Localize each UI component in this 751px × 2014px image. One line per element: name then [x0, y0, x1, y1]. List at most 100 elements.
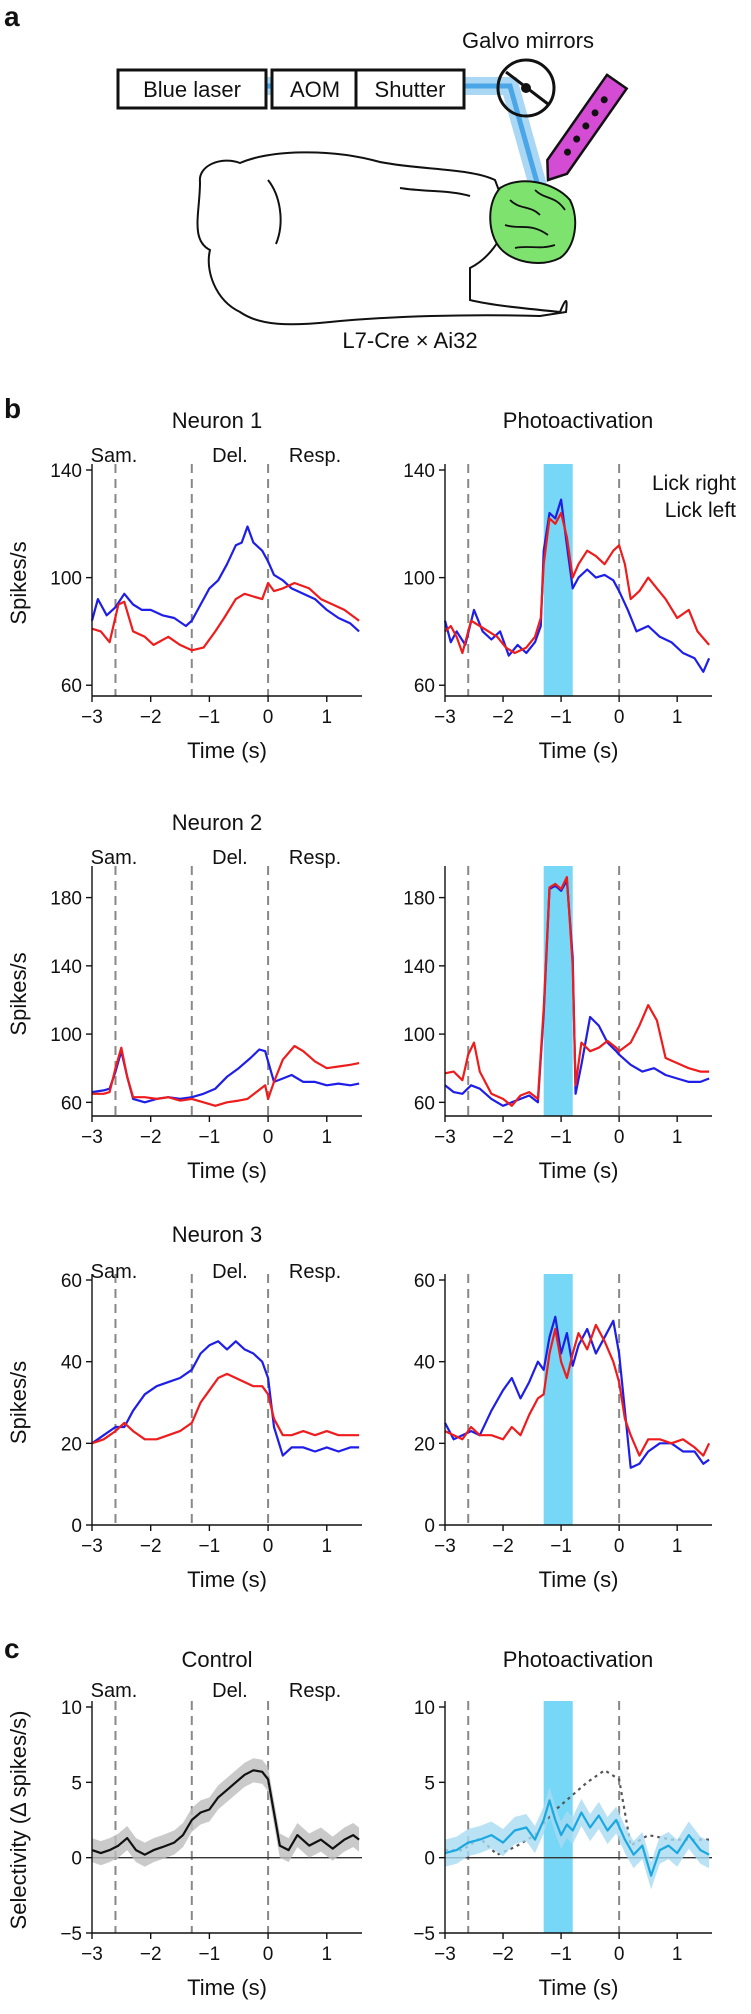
series-line-lick-left	[444, 875, 710, 1107]
x-tick-label: −3	[434, 1536, 456, 1557]
x-axis-label: Time (s)	[539, 1158, 619, 1183]
x-axis-label: Time (s)	[187, 1567, 267, 1592]
galvo-mirror-icon	[496, 58, 556, 118]
neuron-1-photoactivation-plot: 60 100 140 −3 −2 −1 0 1 Time (s) Photoactivation L…	[403, 408, 736, 763]
y-tick-label: 5	[71, 1773, 82, 1794]
x-tick-label: −3	[434, 1944, 456, 1965]
y-tick-label: 60	[414, 1093, 435, 1114]
series-line-lick-right	[444, 1315, 710, 1469]
y-tick-label: 140	[50, 957, 82, 978]
photoactivation-window	[543, 464, 573, 696]
y-tick-label: 10	[61, 1698, 82, 1719]
y-tick-label: 5	[424, 1773, 435, 1794]
epoch-label: Sam.	[91, 1261, 138, 1283]
x-axis-label: Time (s)	[187, 1158, 267, 1183]
epoch-label: Resp.	[289, 445, 341, 467]
plot-title: Neuron 3	[172, 1222, 263, 1247]
x-tick-label: 1	[321, 1536, 332, 1557]
legend-entry: Lick right	[652, 472, 736, 495]
plot-title: Neuron 1	[172, 408, 263, 433]
y-tick-label: 140	[403, 461, 435, 482]
y-tick-label: 0	[71, 1516, 82, 1537]
neuron-3-photoactivation-plot: 0 20 40 60 −3 −2 −1 0 1 Time (s)	[414, 1271, 712, 1592]
shutter-label: Shutter	[375, 77, 446, 102]
epoch-label: Del.	[212, 1680, 248, 1702]
x-axis-label: Time (s)	[539, 1975, 619, 2000]
y-tick-label: 180	[403, 889, 435, 910]
x-tick-label: 0	[263, 1944, 274, 1965]
y-tick-label: 60	[61, 1271, 82, 1292]
x-tick-label: −3	[81, 707, 103, 728]
y-axis-label: Spikes/s	[6, 541, 31, 624]
aom-label: AOM	[290, 77, 340, 102]
x-tick-label: 0	[263, 1127, 274, 1148]
silicon-probe-icon	[546, 73, 629, 182]
control-selectivity-plot: −5 0 5 10 −3 −2 −1 0 1 Time (s) Selectivity (Δ spi…	[6, 1647, 362, 2000]
photoactivation-selectivity-plot: −5 0 5 10 −3 −2 −1 0 1 Time (s) Photoactivation	[413, 1647, 712, 2000]
mouse-brain-outline	[196, 151, 568, 326]
x-tick-label: 1	[672, 1536, 683, 1557]
x-tick-label: −3	[81, 1536, 103, 1557]
series-line-lick-right	[443, 498, 711, 673]
x-tick-label: −2	[492, 1127, 514, 1148]
y-tick-label: 40	[414, 1353, 435, 1374]
epoch-label: Resp.	[289, 847, 341, 869]
y-tick-label: −5	[413, 1924, 435, 1945]
x-tick-label: −2	[492, 707, 514, 728]
x-tick-label: 0	[263, 707, 274, 728]
y-axis-label: Selectivity (Δ spikes/s)	[6, 1711, 31, 1930]
x-tick-label: 0	[614, 707, 625, 728]
series-line-lick-left	[444, 1323, 711, 1457]
neuron-3-control-plot: 0 20 40 60 −3 −2 −1 0 1 Time (s) Spikes/s Neuron 3 S…	[6, 1222, 362, 1592]
y-tick-label: 60	[414, 676, 435, 697]
y-tick-label: 100	[50, 1025, 82, 1046]
series-line-selectivity	[91, 1769, 360, 1856]
x-tick-label: −1	[199, 707, 221, 728]
x-tick-label: −1	[550, 1536, 572, 1557]
panel-label-b: b	[4, 393, 21, 424]
x-tick-label: 0	[614, 1944, 625, 1965]
x-tick-label: 1	[672, 1944, 683, 1965]
x-axis-label: Time (s)	[187, 738, 267, 763]
mouse-line-label: L7-Cre × Ai32	[342, 328, 477, 353]
epoch-label: Sam.	[91, 847, 138, 869]
x-tick-label: −1	[199, 1127, 221, 1148]
y-axis-label: Spikes/s	[6, 952, 31, 1035]
series-line-lick-left	[92, 1044, 360, 1107]
x-axis-label: Time (s)	[539, 738, 619, 763]
y-tick-label: 40	[61, 1353, 82, 1374]
series-line-photoactivation	[444, 1799, 710, 1877]
x-tick-label: −1	[550, 1944, 572, 1965]
y-tick-label: 60	[61, 676, 82, 697]
x-tick-label: −2	[140, 1944, 162, 1965]
x-tick-label: −1	[550, 707, 572, 728]
x-tick-label: −3	[434, 1127, 456, 1148]
y-tick-label: 0	[424, 1849, 435, 1870]
x-tick-label: −2	[140, 1127, 162, 1148]
x-tick-label: −2	[140, 707, 162, 728]
epoch-label: Sam.	[91, 1680, 138, 1702]
x-tick-label: −1	[199, 1536, 221, 1557]
legend-entry: Lick left	[665, 499, 736, 522]
y-tick-label: 100	[50, 569, 82, 590]
cerebellum	[489, 180, 577, 264]
epoch-label: Del.	[212, 445, 248, 467]
plot-title: Photoactivation	[503, 408, 653, 433]
series-line-lick-left	[91, 581, 360, 652]
x-tick-label: 0	[263, 1536, 274, 1557]
blue-laser-box	[116, 68, 268, 110]
y-tick-label: 100	[403, 569, 435, 590]
series-line-lick-right	[91, 1340, 360, 1457]
x-tick-label: −2	[492, 1944, 514, 1965]
blue-laser-label: Blue laser	[143, 77, 241, 102]
y-tick-label: 60	[61, 1093, 82, 1114]
neuron-2-control-plot: 60 100 140 180 −3 −2 −1 0 1 Time (s) Spikes/s Neuro…	[6, 810, 362, 1183]
y-tick-label: 20	[414, 1434, 435, 1455]
x-tick-label: 1	[321, 1127, 332, 1148]
y-tick-label: 140	[50, 461, 82, 482]
x-tick-label: −3	[81, 1944, 103, 1965]
x-axis-label: Time (s)	[187, 1975, 267, 2000]
series-line-lick-left	[444, 511, 710, 655]
y-tick-label: 0	[424, 1516, 435, 1537]
sem-band	[92, 1758, 360, 1867]
